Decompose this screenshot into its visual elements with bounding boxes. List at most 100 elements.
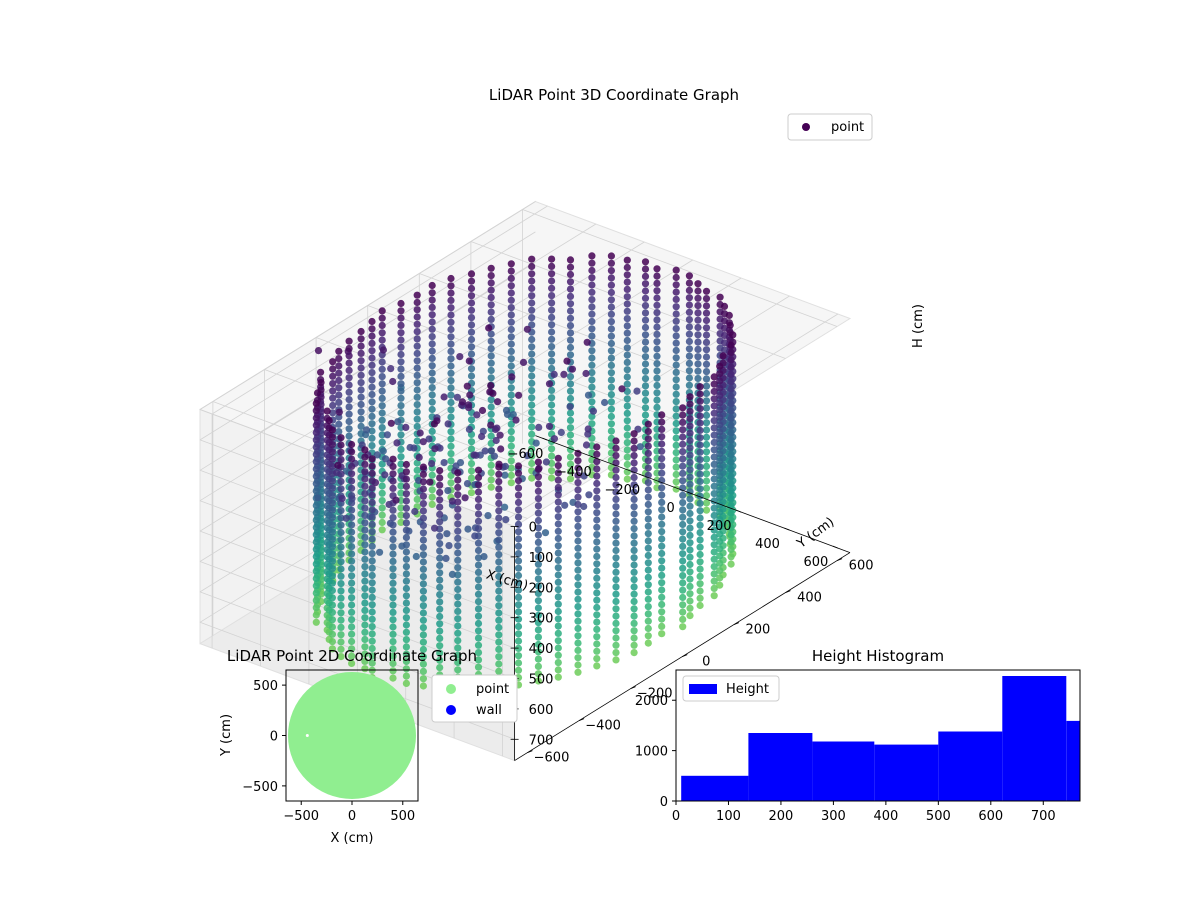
chart-3d-point (397, 299, 405, 308)
chart-3d-point (501, 503, 509, 511)
chart-3d-point (425, 435, 433, 443)
chart-3d-point (337, 434, 345, 442)
chart-3d-point (494, 398, 502, 406)
chart-3d-point (335, 428, 343, 436)
chart-3d-point (312, 465, 320, 473)
chart-3d-point (528, 321, 536, 329)
chart-3d-point (696, 441, 704, 449)
chart-3d-point (454, 556, 462, 564)
chart-3d-point (593, 472, 601, 480)
chart-3d-point (584, 391, 593, 399)
chart-3d-point (402, 592, 410, 600)
chart-3d-point (710, 584, 718, 593)
chart-3d-point (641, 360, 650, 368)
chart-3d-point (534, 487, 543, 495)
chart-3d-point (588, 274, 596, 282)
chart-3d-point (696, 426, 704, 434)
chart-3d-point (402, 460, 410, 469)
chart-3d-point (323, 407, 331, 415)
chart-3d-point (679, 411, 687, 419)
chart-3d-point (716, 508, 724, 516)
chart-3d-point (658, 630, 666, 638)
chart-3d-point (419, 609, 427, 617)
histogram-legend-box (682, 675, 780, 702)
chart-3d-point (361, 446, 369, 454)
chart-3d-point (467, 343, 476, 351)
chart-3d-point (644, 551, 652, 560)
chart-3d-point (337, 448, 345, 456)
chart-3d-point (653, 309, 661, 317)
chart-3d-point (487, 410, 495, 418)
chart-3d-point (507, 449, 515, 458)
chart-3d-point (419, 485, 427, 493)
chart-3d-point (672, 390, 680, 398)
chart-3d-point (447, 479, 455, 487)
chart-3d-point (419, 573, 427, 581)
chart-3d-point (487, 382, 495, 390)
chart-3d-point (679, 469, 687, 477)
chart-2d-legend-label-wall: wall (476, 703, 502, 718)
grid-z-line (199, 530, 515, 649)
chart-3d-point (487, 279, 495, 287)
chart-3d-point (474, 598, 483, 606)
chart-3d-point (392, 496, 400, 504)
chart-3d-point (328, 448, 336, 456)
chart-3d-point (337, 653, 345, 661)
chart-3d-point (337, 580, 345, 588)
chart-3d-point (495, 565, 503, 573)
chart-3d-point (702, 324, 711, 332)
chart-3d-point (368, 535, 376, 543)
chart-3d-point (641, 294, 650, 302)
chart-3d-point (368, 405, 376, 413)
chart-3d-point (454, 476, 462, 484)
chart-3d-point (548, 255, 556, 263)
chart-3d-point (685, 286, 694, 294)
chart-3d-point (641, 323, 650, 332)
chart-3d-point (361, 599, 369, 607)
chart-3d-point (317, 379, 325, 387)
chart-3d-point (480, 553, 488, 561)
chart-3d-point (410, 444, 418, 452)
chart-3d-point (574, 515, 582, 523)
chart-3d-point (566, 322, 575, 330)
chart-3d-point (554, 615, 562, 623)
chart-3d-point (548, 364, 556, 373)
chart-3d-point (428, 318, 436, 326)
chart-3d-point (623, 278, 631, 286)
chart-3d-point (630, 510, 638, 518)
chart-3d-point (413, 495, 421, 503)
chart-3d-point (685, 381, 694, 389)
chart-3d-z-tick-label: 700 (529, 733, 554, 748)
chart-3d-point (413, 408, 421, 416)
chart-3d-point (514, 571, 523, 580)
chart-3d-point (436, 547, 444, 555)
chart-3d-point (328, 441, 336, 449)
chart-3d-point (514, 637, 523, 645)
chart-3d-point (445, 542, 453, 550)
chart-3d-point (442, 554, 450, 563)
chart-3d-point (696, 507, 704, 515)
chart-3d-point (554, 659, 562, 667)
chart-3d-point (696, 448, 704, 456)
chart-3d-point (514, 622, 523, 631)
chart-3d-point (658, 425, 666, 433)
chart-3d-point (419, 631, 427, 639)
chart-3d-point (413, 328, 421, 336)
chart-3d-point (612, 597, 620, 606)
chart-3d-point (361, 460, 369, 468)
chart-3d-point (542, 458, 551, 466)
chart-3d-point (348, 462, 356, 470)
chart-3d-point (361, 592, 369, 600)
chart-3d-point (514, 542, 523, 550)
chart-3d-point (593, 552, 601, 561)
chart-3d-point (710, 373, 718, 381)
chart-3d-point (727, 385, 735, 393)
chart-3d-point (679, 404, 687, 412)
chart-3d-point (389, 630, 397, 638)
chart-3d-point (447, 289, 455, 297)
chart-3d-point (385, 500, 393, 509)
chart-3d-point (411, 507, 419, 516)
chart-3d-point (495, 558, 503, 566)
chart-3d-point (710, 431, 718, 439)
chart-3d-point (725, 311, 733, 319)
